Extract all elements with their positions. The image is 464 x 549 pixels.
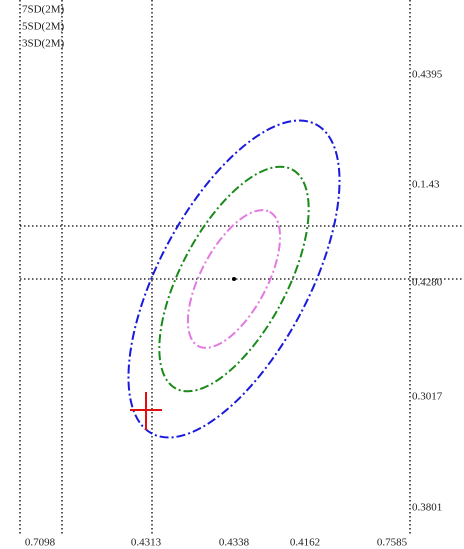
legend: 7SD(2M) 5SD(2M) 3SD(2M) bbox=[22, 4, 65, 50]
x-tick-label: 0.7098 bbox=[25, 537, 56, 549]
y-tick-labels: 0.4395 0.1.43 0.4280 0.3017 0.3801 bbox=[412, 69, 443, 514]
x-tick-label: 0.4313 bbox=[131, 537, 162, 549]
red-cross bbox=[130, 392, 162, 430]
x-tick-label: 0.7585 bbox=[377, 537, 408, 549]
ellipse-3sd bbox=[186, 209, 282, 349]
x-tick-label: 0.4338 bbox=[219, 537, 250, 549]
grid bbox=[19, 0, 464, 535]
legend-entry: 7SD(2M) bbox=[22, 4, 65, 16]
legend-entry: 3SD(2M) bbox=[22, 38, 65, 50]
ellipse-7sd bbox=[127, 119, 341, 439]
y-tick-label: 0.3017 bbox=[412, 391, 443, 403]
legend-entry: 5SD(2M) bbox=[22, 21, 65, 33]
y-tick-label: 0.4395 bbox=[412, 69, 443, 81]
y-tick-label: 0.4280 bbox=[412, 277, 443, 289]
ellipses bbox=[127, 119, 341, 439]
y-tick-label: 0.3801 bbox=[412, 502, 442, 514]
x-tick-labels: 0.7098 0.4313 0.4338 0.4162 0.7585 bbox=[25, 537, 408, 549]
center-point bbox=[232, 277, 236, 281]
y-tick-label: 0.1.43 bbox=[412, 179, 440, 191]
x-tick-label: 0.4162 bbox=[290, 537, 320, 549]
ellipse-5sd bbox=[158, 165, 310, 393]
